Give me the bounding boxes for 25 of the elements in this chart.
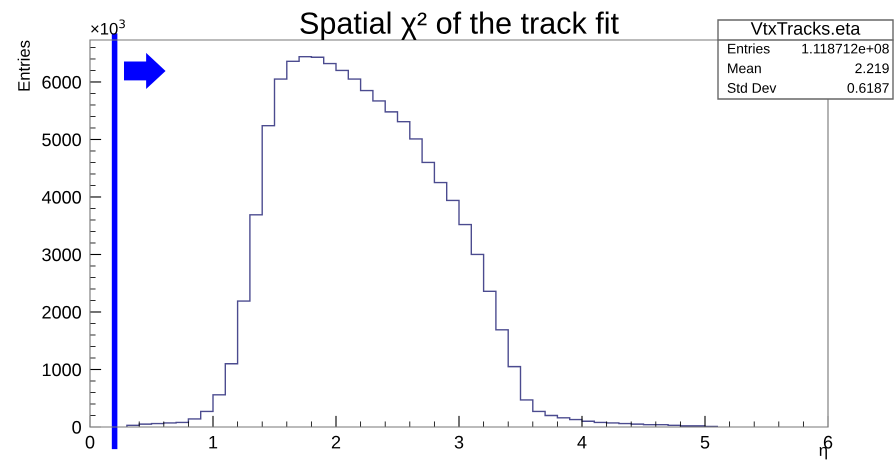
text: ×10$^{3}$ (91, 19, 125, 35)
y-tick-label: 0 (72, 420, 81, 434)
annotation: Entries (728, 43, 770, 54)
x-tick-label: 1 (209, 436, 218, 448)
y-tick-label: 3000 (42, 248, 81, 262)
text: 2.219 (855, 63, 889, 74)
chart-title: Spatial χ² of the track fit (300, 12, 619, 40)
x-tick-label: 3 (454, 436, 464, 449)
y-tick-label: 4000 (42, 190, 81, 204)
x-tick-label: 4 (577, 436, 586, 448)
x-tick-label: 0 (86, 436, 94, 449)
annotation: Mean (728, 64, 761, 74)
x-tick-label: 5 (700, 436, 710, 449)
text: VtxTracks.eta (750, 22, 860, 35)
y-axis-title: Entries (18, 40, 30, 91)
y-tick-label: 2000 (42, 306, 81, 319)
y-tick-label: 5000 (42, 133, 81, 146)
y-tick-label: 6000 (42, 76, 81, 89)
x-tick-label: 2 (332, 436, 340, 448)
text: 0.6187 (847, 83, 889, 93)
x-tick-label: 6 (824, 436, 832, 449)
x-axis-title: η (820, 446, 827, 460)
annotation: Std Dev (728, 82, 776, 93)
y-tick-label: 1000 (42, 363, 81, 376)
annotation: 1.118712e+08 (802, 44, 889, 54)
